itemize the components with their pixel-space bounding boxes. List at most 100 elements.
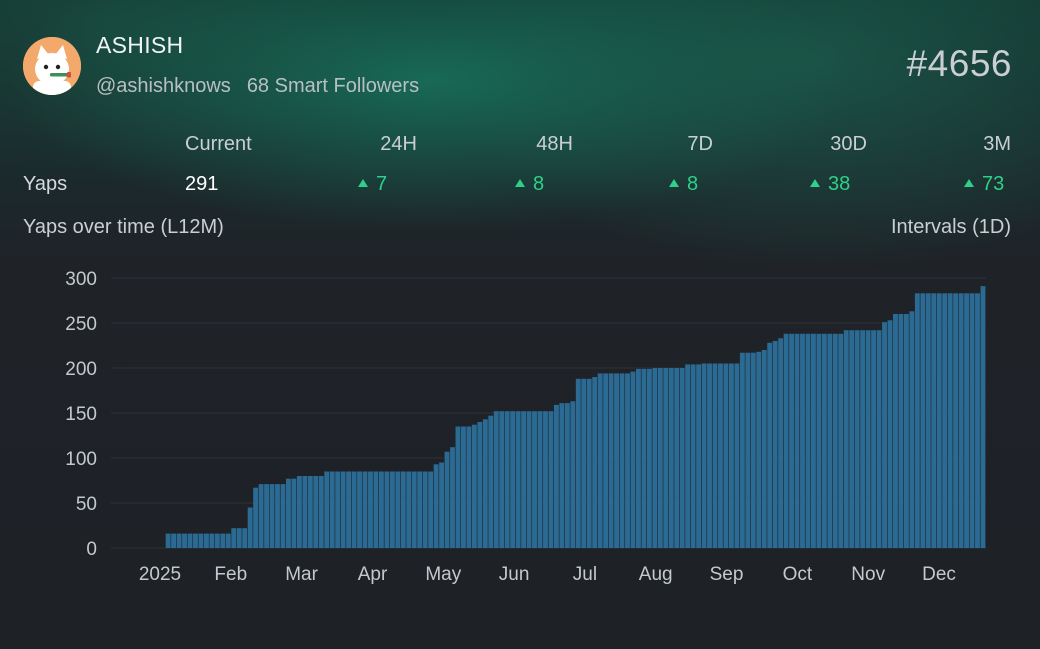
chart-bar[interactable] bbox=[504, 411, 510, 548]
chart-bar[interactable] bbox=[701, 363, 707, 549]
chart-bar[interactable] bbox=[291, 478, 297, 548]
chart-bar[interactable] bbox=[832, 333, 838, 548]
chart-bar[interactable] bbox=[182, 533, 187, 548]
chart-bar[interactable] bbox=[253, 487, 259, 548]
chart-bar[interactable] bbox=[455, 426, 461, 549]
chart-bar[interactable] bbox=[389, 471, 395, 549]
chart-bar[interactable] bbox=[931, 293, 937, 548]
chart-bar[interactable] bbox=[838, 333, 844, 548]
chart-bar[interactable] bbox=[346, 471, 352, 549]
chart-bar[interactable] bbox=[373, 471, 379, 549]
chart-bar[interactable] bbox=[783, 333, 789, 548]
chart-bar[interactable] bbox=[296, 476, 302, 548]
chart-bar[interactable] bbox=[728, 363, 734, 549]
chart-bar[interactable] bbox=[893, 314, 898, 548]
chart-bar[interactable] bbox=[657, 368, 663, 548]
chart-bar[interactable] bbox=[543, 411, 548, 548]
chart-bar[interactable] bbox=[417, 471, 423, 549]
chart-bar[interactable] bbox=[789, 333, 794, 548]
chart-bar[interactable] bbox=[953, 293, 959, 548]
chart-bar[interactable] bbox=[975, 293, 980, 548]
chart-bar[interactable] bbox=[406, 471, 412, 549]
chart-bar[interactable] bbox=[269, 484, 275, 548]
chart-bar[interactable] bbox=[258, 484, 264, 548]
chart-bar[interactable] bbox=[914, 293, 920, 548]
chart-bar[interactable] bbox=[734, 363, 740, 549]
chart-bar[interactable] bbox=[772, 341, 778, 548]
chart-bar[interactable] bbox=[471, 424, 477, 548]
chart-bar[interactable] bbox=[575, 378, 581, 548]
chart-bar[interactable] bbox=[603, 373, 609, 548]
chart-bar[interactable] bbox=[849, 330, 855, 548]
chart-bar[interactable] bbox=[767, 342, 773, 548]
chart-bar[interactable] bbox=[318, 476, 324, 548]
chart-bar[interactable] bbox=[636, 368, 641, 548]
chart-bar[interactable] bbox=[969, 293, 975, 548]
chart-bar[interactable] bbox=[165, 533, 171, 548]
chart-bar[interactable] bbox=[198, 533, 204, 548]
chart-bar[interactable] bbox=[794, 333, 800, 548]
chart-bar[interactable] bbox=[384, 471, 390, 549]
chart-bar[interactable] bbox=[608, 373, 614, 548]
chart-bar[interactable] bbox=[821, 333, 827, 548]
chart-bar[interactable] bbox=[816, 333, 822, 548]
chart-bar[interactable] bbox=[936, 293, 942, 548]
chart-bar[interactable] bbox=[499, 411, 505, 548]
chart-bar[interactable] bbox=[592, 377, 598, 548]
chart-bar[interactable] bbox=[646, 368, 652, 548]
chart-bar[interactable] bbox=[690, 364, 696, 548]
chart-bar[interactable] bbox=[209, 533, 215, 548]
chart-bar[interactable] bbox=[493, 411, 499, 548]
chart-bar[interactable] bbox=[614, 373, 619, 548]
chart-bar[interactable] bbox=[280, 484, 286, 548]
chart-bar[interactable] bbox=[532, 411, 537, 548]
chart-bar[interactable] bbox=[220, 533, 226, 548]
chart-bar[interactable] bbox=[444, 451, 450, 548]
chart-bar[interactable] bbox=[335, 471, 341, 549]
chart-bar[interactable] bbox=[450, 447, 455, 548]
chart-bar[interactable] bbox=[854, 330, 860, 548]
chart-bar[interactable] bbox=[718, 363, 723, 549]
chart-bar[interactable] bbox=[433, 464, 439, 548]
chart-bar[interactable] bbox=[619, 373, 625, 548]
chart-bar[interactable] bbox=[264, 484, 269, 548]
chart-bar[interactable] bbox=[488, 415, 494, 548]
chart-bar[interactable] bbox=[340, 471, 346, 549]
chart-bar[interactable] bbox=[368, 471, 373, 549]
chart-bar[interactable] bbox=[247, 507, 253, 549]
chart-bar[interactable] bbox=[570, 401, 576, 548]
chart-bar[interactable] bbox=[668, 368, 674, 548]
chart-bar[interactable] bbox=[307, 476, 313, 548]
chart-bar[interactable] bbox=[597, 373, 603, 548]
chart-bar[interactable] bbox=[581, 378, 587, 548]
chart-bar[interactable] bbox=[302, 476, 308, 548]
chart-bar[interactable] bbox=[537, 411, 543, 548]
chart-bar[interactable] bbox=[696, 364, 702, 548]
chart-bar[interactable] bbox=[275, 484, 280, 548]
chart-bar[interactable] bbox=[357, 471, 362, 549]
chart-bar[interactable] bbox=[439, 462, 444, 549]
chart-bar[interactable] bbox=[925, 293, 931, 548]
cartoon-cat-avatar-icon[interactable] bbox=[23, 37, 81, 95]
chart-bar[interactable] bbox=[526, 411, 532, 548]
chart-bar[interactable] bbox=[663, 368, 669, 548]
chart-bar[interactable] bbox=[286, 478, 291, 548]
chart-bar[interactable] bbox=[674, 368, 680, 548]
chart-bar[interactable] bbox=[400, 471, 406, 549]
chart-bar[interactable] bbox=[739, 352, 745, 548]
chart-bar[interactable] bbox=[187, 533, 193, 548]
chart-bar[interactable] bbox=[887, 320, 893, 548]
chart-bar[interactable] bbox=[428, 471, 434, 549]
chart-bar[interactable] bbox=[750, 352, 756, 548]
chart-bar[interactable] bbox=[395, 471, 401, 549]
chart-bar[interactable] bbox=[909, 311, 915, 548]
chart-bar[interactable] bbox=[723, 363, 729, 549]
chart-bar[interactable] bbox=[422, 471, 428, 549]
chart-bar[interactable] bbox=[553, 404, 559, 548]
chart-bar[interactable] bbox=[225, 533, 231, 548]
chart-bar[interactable] bbox=[231, 528, 237, 548]
chart-bar[interactable] bbox=[745, 352, 751, 548]
chart-bar[interactable] bbox=[559, 403, 565, 548]
chart-bar[interactable] bbox=[329, 471, 335, 549]
chart-bar[interactable] bbox=[324, 471, 330, 549]
